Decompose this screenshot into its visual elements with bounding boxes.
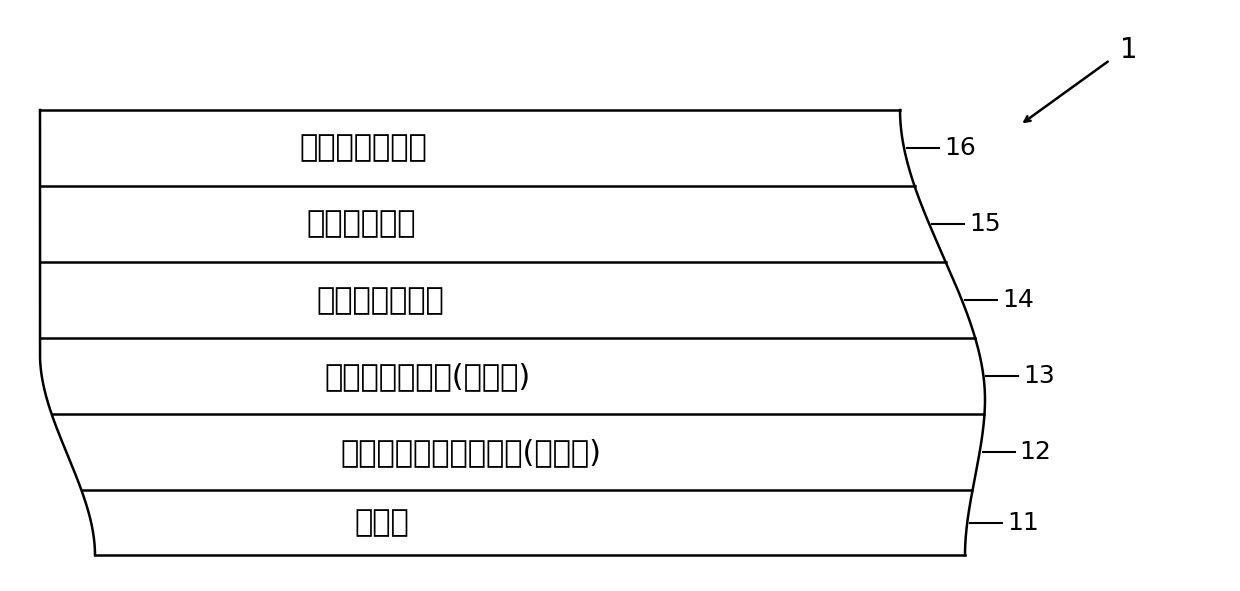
Text: 氮化镓铝缓冲层: 氮化镓铝缓冲层 — [316, 285, 444, 314]
Text: 氮化镓铝阻障层: 氮化镓铝阻障层 — [299, 134, 427, 163]
Text: 1: 1 — [1120, 36, 1137, 64]
Polygon shape — [82, 491, 972, 555]
Polygon shape — [40, 186, 946, 262]
Polygon shape — [52, 414, 985, 491]
Text: 氮化镓通道层: 氮化镓通道层 — [306, 210, 417, 239]
Text: 氮化镓高阻值层(碳掺杂): 氮化镓高阻值层(碳掺杂) — [325, 362, 531, 391]
Polygon shape — [40, 338, 985, 414]
Text: 硅基底: 硅基底 — [353, 508, 409, 537]
Polygon shape — [40, 110, 915, 186]
Text: 15: 15 — [970, 212, 1001, 236]
Text: 11: 11 — [1007, 511, 1039, 535]
Text: 16: 16 — [944, 136, 976, 160]
Text: 13: 13 — [1023, 364, 1055, 388]
Text: 氮化镓高阻值缓冲值层(碳掺杂): 氮化镓高阻值缓冲值层(碳掺杂) — [341, 438, 601, 467]
Text: 14: 14 — [1002, 288, 1034, 312]
Text: 12: 12 — [1019, 440, 1052, 465]
Polygon shape — [40, 262, 975, 338]
